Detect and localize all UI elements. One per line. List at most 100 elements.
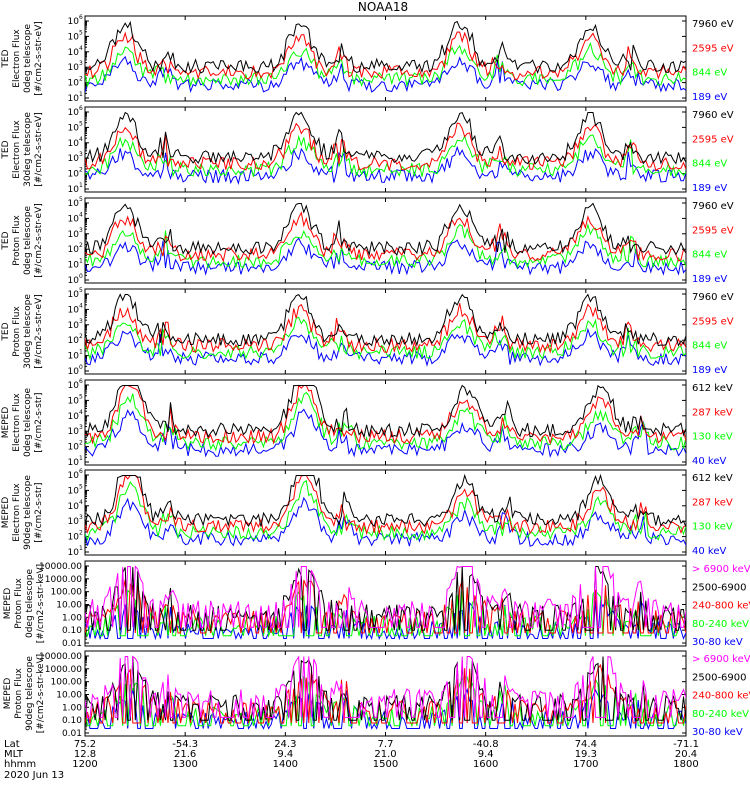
y-tick-label: 10 <box>68 458 80 468</box>
y-tick-exponent: 6 <box>79 105 83 112</box>
panel-series <box>85 202 686 276</box>
figure-title: NOAA18 <box>358 0 408 14</box>
legend-entry: 189 eV <box>692 274 727 285</box>
series-trace <box>85 473 686 528</box>
footer-value: 24.3 <box>274 739 296 750</box>
y-axis-label: [#/cm2-s-str-keV] <box>36 654 46 733</box>
y-axis-label: [#/cm2-s-str-eV] <box>34 294 44 369</box>
footer-axis: Lat 75.2 -54.3 24.3 7.7 -40.8 74.4 -71.1 MLT 12.8… <box>4 739 699 781</box>
y-tick-label: 0.01 <box>62 639 82 649</box>
y-tick-exponent: 2 <box>79 242 83 249</box>
y-axis-label: [#/cm2-s-str] <box>34 482 44 542</box>
y-tick-label: 1000.00 <box>45 575 82 585</box>
series-trace <box>85 316 686 361</box>
footer-value: -54.3 <box>172 739 198 750</box>
y-tick-label: 10 <box>68 471 80 481</box>
legend-entry: 2500-6900 <box>692 582 747 593</box>
y-tick-label: 10 <box>68 381 80 391</box>
legend-entry: 7960 eV <box>692 201 734 212</box>
y-axis-label: 30deg telescope <box>23 294 33 369</box>
y-tick-label: 10 <box>68 245 80 255</box>
y-axis-label: 30deg telescope <box>23 112 33 187</box>
y-tick-exponent: 1 <box>79 91 83 98</box>
footer-row-label: Lat <box>4 739 20 750</box>
footer-value: 1700 <box>573 759 598 770</box>
y-tick-exponent: 4 <box>79 136 83 143</box>
panel-series <box>85 20 686 94</box>
footer-value: 21.6 <box>174 749 196 760</box>
footer-value: 7.7 <box>378 739 394 750</box>
y-tick-exponent: 1 <box>79 455 83 462</box>
y-tick-exponent: 4 <box>79 499 83 506</box>
y-tick-exponent: 2 <box>79 167 83 174</box>
y-tick-exponent: 3 <box>79 514 83 521</box>
y-tick-label: 10 <box>68 230 80 240</box>
y-tick-label: 100.00 <box>51 588 83 598</box>
legend-entry: 189 eV <box>692 183 727 194</box>
y-tick-exponent: 5 <box>79 29 83 36</box>
series-trace <box>85 599 686 641</box>
y-tick-exponent: 2 <box>79 530 83 537</box>
legend-entry: > 6900 keV <box>692 654 750 665</box>
y-axis-label: MEPED <box>1 497 11 529</box>
legend-entry: > 6900 keV <box>692 564 750 575</box>
y-tick-label: 10 <box>68 199 80 209</box>
y-tick-label: 0.10 <box>62 626 82 636</box>
y-tick-exponent: 6 <box>79 468 83 475</box>
y-tick-exponent: 5 <box>79 196 83 203</box>
y-tick-exponent: 4 <box>79 302 83 309</box>
y-tick-exponent: 5 <box>79 483 83 490</box>
y-axis-label: Proton Flux <box>14 668 24 719</box>
y-tick-exponent: 4 <box>79 211 83 218</box>
y-axis-label: Electron Flux <box>12 120 22 179</box>
y-tick-exponent: 2 <box>79 333 83 340</box>
y-tick-label: 10 <box>68 533 80 543</box>
series-trace <box>85 408 686 459</box>
y-tick-exponent: 1 <box>79 258 83 265</box>
y-tick-label: 10 <box>68 154 80 164</box>
y-tick-label: 10 <box>68 32 80 42</box>
y-axis-label: [#/cm2-s-str-eV] <box>34 112 44 187</box>
panel-series <box>85 293 686 367</box>
y-tick-label: 10 <box>68 63 80 73</box>
y-axis-label: TED <box>1 140 11 159</box>
footer-value: 9.4 <box>478 749 494 760</box>
y-tick-exponent: 1 <box>79 182 83 189</box>
legend-entry: 844 eV <box>692 250 727 261</box>
y-tick-exponent: 4 <box>79 409 83 416</box>
y-tick-label: 10 <box>68 517 80 527</box>
panel-8: 0.01 0.10 1.00 10.00 100.00 1000.00 10000.00 ME… <box>3 650 750 739</box>
footer-value: 21.0 <box>374 749 396 760</box>
panel-series <box>85 565 686 641</box>
y-tick-label: 10 <box>68 139 80 149</box>
y-tick-exponent: 2 <box>79 440 83 447</box>
legend-entry: 189 eV <box>692 92 727 103</box>
footer-date: 2020 Jun 13 <box>4 770 64 781</box>
footer-row-label: MLT <box>4 749 24 760</box>
panel-series <box>85 384 686 459</box>
legend-entry: 287 keV <box>692 497 733 508</box>
legend-entry: 2595 eV <box>692 134 734 145</box>
y-tick-exponent: 3 <box>79 318 83 325</box>
y-tick-exponent: 3 <box>79 227 83 234</box>
y-tick-label: 10 <box>68 336 80 346</box>
y-axis-label: 90deg telescope <box>25 656 35 731</box>
y-axis-label: 0deg telescope <box>23 24 33 94</box>
series-trace <box>85 122 686 172</box>
y-tick-label: 10 <box>68 79 80 89</box>
y-axis-label: Electron Flux <box>12 483 22 542</box>
y-tick-label: 1000.00 <box>45 665 82 675</box>
y-tick-label: 10.00 <box>56 691 82 701</box>
y-axis-label: [#/cm2-s-str-eV] <box>34 21 44 96</box>
footer-value: 1200 <box>72 759 97 770</box>
y-tick-label: 10 <box>68 396 80 406</box>
series-trace <box>85 566 686 631</box>
footer-value: 1600 <box>473 759 498 770</box>
y-axis-label: Electron Flux <box>12 393 22 452</box>
legend-entry: 80-240 keV <box>692 709 749 720</box>
y-axis-label: [#/cm2-s-str-eV] <box>34 203 44 278</box>
